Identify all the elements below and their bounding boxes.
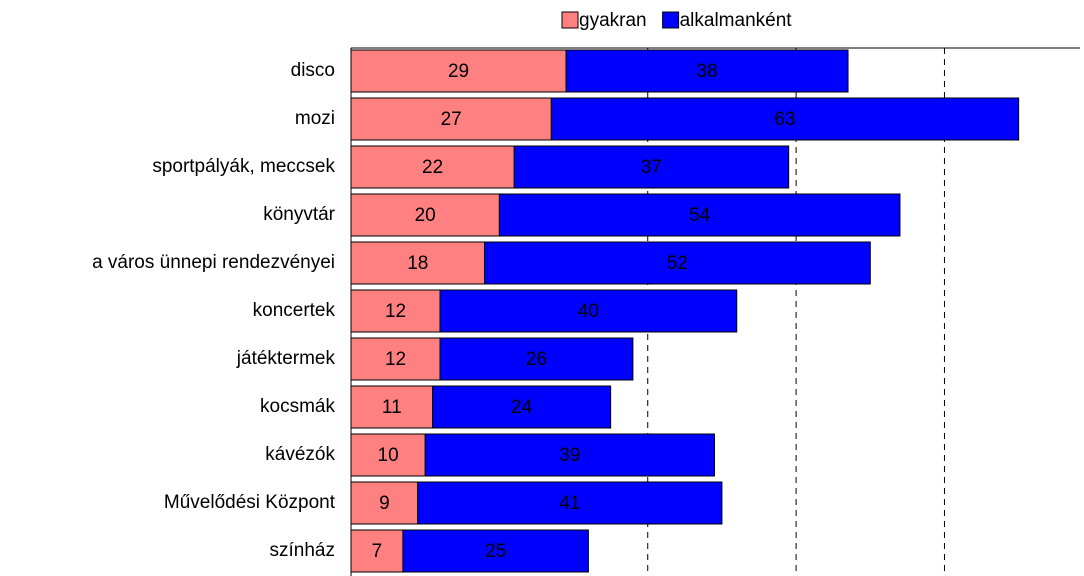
- bar-segment: [550, 97, 1020, 141]
- value-label: 39: [559, 445, 580, 466]
- bar-segment: [513, 145, 790, 189]
- y-tick-label: kávézók: [265, 444, 335, 465]
- y-tick-label: könyvtár: [263, 204, 335, 225]
- y-tick-label: színház: [270, 540, 335, 561]
- bar-segment: [439, 337, 634, 381]
- value-label: 40: [578, 301, 599, 322]
- value-label: 24: [511, 397, 533, 418]
- bar-segment: [350, 385, 434, 429]
- bar-segment: [417, 481, 723, 525]
- value-label: 20: [415, 205, 436, 226]
- value-label: 29: [448, 61, 469, 82]
- bar-segment: [350, 193, 500, 237]
- value-label: 10: [378, 445, 399, 466]
- y-tick-label: disco: [291, 60, 335, 81]
- value-label: 25: [485, 541, 506, 562]
- legend-label: alkalmanként: [680, 10, 793, 31]
- bar-segment: [350, 529, 404, 573]
- legend-swatch: [662, 11, 680, 29]
- bar-segment: [498, 193, 901, 237]
- bar-segment: [565, 49, 849, 93]
- bar-segment: [432, 385, 612, 429]
- legend-label: gyakran: [579, 10, 647, 31]
- bar-segment: [424, 433, 715, 477]
- bar-segment: [350, 97, 552, 141]
- value-label: 38: [697, 61, 718, 82]
- value-label: 22: [422, 157, 443, 178]
- value-label: 37: [641, 157, 662, 178]
- value-label: 26: [526, 349, 547, 370]
- value-label: 12: [385, 349, 406, 370]
- value-label: 41: [559, 493, 580, 514]
- value-label: 27: [441, 109, 462, 130]
- y-tick-label: koncertek: [253, 300, 336, 321]
- value-label: 18: [407, 253, 428, 274]
- bar-segment: [484, 241, 871, 285]
- y-tick-label: a város ünnepi rendezvényei: [92, 252, 335, 273]
- y-tick-label: mozi: [295, 108, 335, 129]
- value-label: 54: [689, 205, 711, 226]
- bar-segment: [350, 49, 567, 93]
- value-label: 63: [774, 109, 795, 130]
- legend-swatch: [561, 11, 579, 29]
- y-tick-label: sportpályák, meccsek: [152, 156, 335, 177]
- value-label: 11: [382, 397, 402, 418]
- bar-segment: [402, 529, 589, 573]
- value-label: 12: [385, 301, 406, 322]
- value-label: 52: [667, 253, 688, 274]
- y-tick-label: Művelődési Központ: [164, 492, 336, 513]
- bar-segment: [439, 289, 738, 333]
- value-label: 7: [372, 541, 383, 562]
- bar-segment: [350, 433, 426, 477]
- value-label: 9: [379, 493, 390, 514]
- bar-segment: [350, 337, 441, 381]
- y-tick-label: játéktermek: [236, 348, 336, 369]
- bar-segment: [350, 289, 441, 333]
- bar-segment: [350, 145, 515, 189]
- y-tick-label: kocsmák: [260, 396, 335, 417]
